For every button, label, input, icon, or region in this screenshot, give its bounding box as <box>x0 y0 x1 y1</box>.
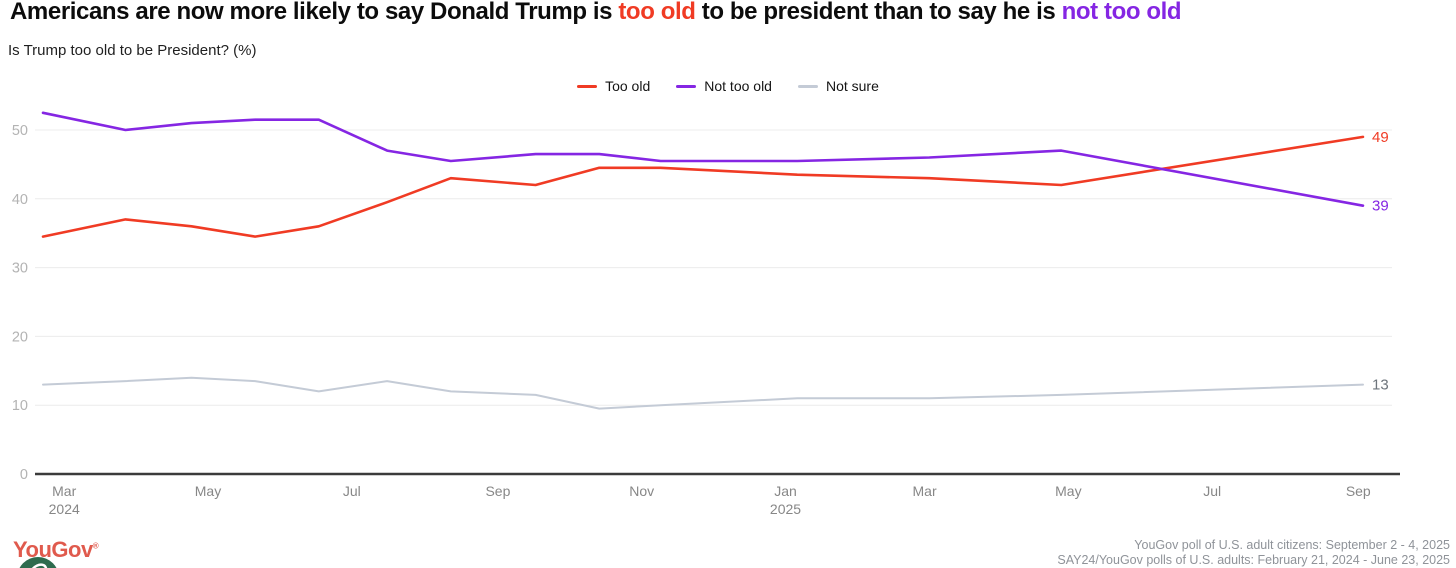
yougov-badge-icon <box>17 557 59 568</box>
title-segment-1: too old <box>618 0 696 25</box>
x-tick-label-may: May <box>195 483 221 499</box>
legend-swatch-icon <box>676 84 697 88</box>
x-tick-label-jan: Jan <box>774 483 797 499</box>
series-line-not-too-old[interactable] <box>41 111 1365 207</box>
series-line-too-old[interactable] <box>41 135 1365 238</box>
y-tick-label-30: 30 <box>12 261 28 277</box>
title-segment-3: not too old <box>1061 0 1182 25</box>
legend-item-not-too-old[interactable]: Not too old <box>676 78 772 94</box>
y-tick-label-10: 10 <box>12 398 28 414</box>
legend-label: Not sure <box>825 78 879 94</box>
end-value-label-not-sure: 13 <box>1372 377 1389 394</box>
x-tick-label-sep: Sep <box>485 483 510 499</box>
source-footer: YouGov poll of U.S. adult citizens: Sept… <box>1057 538 1450 568</box>
x-tick-label-may: May <box>1055 483 1081 499</box>
y-tick-label-50: 50 <box>12 123 28 139</box>
source-line-2: SAY24/YouGov polls of U.S. adults: Febru… <box>1057 553 1450 567</box>
end-value-label-not-too-old: 39 <box>1372 198 1389 215</box>
yougov-logo-text: YouGov <box>13 537 93 562</box>
legend-item-not-sure[interactable]: Not sure <box>797 78 879 94</box>
chart-legend: Too old Not too old Not sure <box>0 78 1456 94</box>
legend-swatch-icon <box>797 84 818 88</box>
chart-subtitle: Is Trump too old to be President? (%) <box>8 42 257 59</box>
y-tick-label-40: 40 <box>12 192 28 208</box>
x-tick-label-mar: Mar <box>913 483 937 499</box>
x-tick-label-mar: Mar <box>52 483 76 499</box>
y-tick-label-20: 20 <box>12 329 28 345</box>
x-tick-label-jul: Jul <box>1203 483 1221 499</box>
legend-item-too-old[interactable]: Too old <box>577 78 650 94</box>
x-tick-sublabel-2024: 2024 <box>49 501 80 517</box>
x-tick-label-nov: Nov <box>629 483 654 499</box>
title-segment-0: Americans are now more likely to say Don… <box>10 0 619 25</box>
x-tick-label-jul: Jul <box>343 483 361 499</box>
registered-mark: ® <box>92 541 99 551</box>
source-line-1: YouGov poll of U.S. adult citizens: Sept… <box>1134 538 1450 552</box>
legend-label: Too old <box>605 78 651 94</box>
x-tick-sublabel-2025: 2025 <box>770 501 801 517</box>
legend-label: Not too old <box>704 78 772 94</box>
yougov-logo: YouGov® <box>13 537 99 563</box>
title-segment-2: to be president than to say he is <box>695 0 1062 25</box>
page-title: Americans are now more likely to say Don… <box>10 0 1182 26</box>
legend-swatch-icon <box>577 84 598 88</box>
x-tick-label-sep: Sep <box>1346 483 1371 499</box>
y-tick-label-0: 0 <box>20 467 28 483</box>
end-value-label-too-old: 49 <box>1372 129 1389 146</box>
series-line-not-sure[interactable] <box>42 376 1364 410</box>
